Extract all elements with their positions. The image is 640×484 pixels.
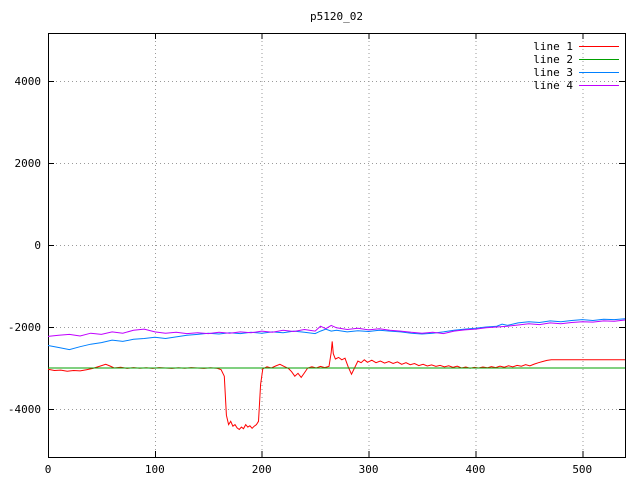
legend-label-2: line 2: [533, 53, 573, 66]
svg-text:300: 300: [359, 463, 379, 476]
svg-text:2000: 2000: [15, 157, 42, 170]
svg-text:200: 200: [252, 463, 272, 476]
svg-text:100: 100: [145, 463, 165, 476]
tick-marks: [48, 33, 625, 457]
y-axis-tick-labels: -4000 -2000 0 2000 4000: [8, 75, 41, 416]
series-line-3: [47, 318, 626, 351]
svg-text:-4000: -4000: [8, 403, 41, 416]
svg-text:500: 500: [572, 463, 592, 476]
chart-title: p5120_02: [310, 10, 363, 23]
svg-text:-2000: -2000: [8, 321, 41, 334]
svg-text:0: 0: [45, 463, 52, 476]
svg-text:400: 400: [465, 463, 485, 476]
x-axis-tick-labels: 0 100 200 300 400 500: [45, 463, 593, 476]
series-line-4: [47, 319, 626, 337]
series-lines: [47, 318, 626, 431]
svg-text:0: 0: [34, 239, 41, 252]
legend-label-4: line 4: [533, 79, 573, 92]
svg-text:4000: 4000: [15, 75, 42, 88]
legend-label-3: line 3: [533, 66, 573, 79]
legend-label-1: line 1: [533, 40, 573, 53]
